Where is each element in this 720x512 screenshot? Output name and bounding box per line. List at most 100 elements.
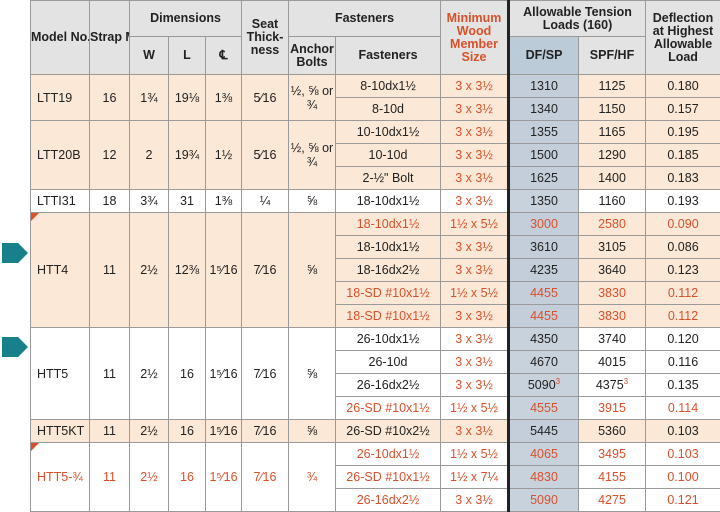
- spfhf-cell: 3105: [579, 236, 646, 259]
- width-cell: 2: [130, 121, 169, 190]
- wood-size-cell: 3 x 3½: [441, 167, 509, 190]
- dfsp-cell: 4670: [509, 351, 579, 374]
- fastener-cell: 18-SD #10x1½: [336, 282, 441, 305]
- spfhf-cell: 2580: [579, 213, 646, 236]
- spfhf-cell: 4275: [579, 489, 646, 512]
- wood-size-cell: 1½ x 5½: [441, 282, 509, 305]
- deflection-cell: 0.112: [646, 305, 720, 328]
- fastener-cell: 18-10dx1½: [336, 213, 441, 236]
- dfsp-cell: 4350: [509, 328, 579, 351]
- header-spfhf: SPF/HF: [579, 37, 646, 75]
- footnote-marker: 3: [556, 377, 560, 386]
- seat-cell: ¼: [242, 190, 289, 213]
- model-cell: HTT5KT: [31, 420, 90, 443]
- dfsp-cell: 3000: [509, 213, 579, 236]
- spfhf-cell: 1400: [579, 167, 646, 190]
- spfhf-cell: 3830: [579, 282, 646, 305]
- centerline-cell: 1⁵⁄16: [206, 420, 242, 443]
- strap-cell: 11: [90, 213, 130, 328]
- wood-size-cell: 3 x 3½: [441, 420, 509, 443]
- dfsp-cell: 3610: [509, 236, 579, 259]
- header-dimensions: Dimensions: [130, 1, 242, 37]
- deflection-cell: 0.103: [646, 420, 720, 443]
- deflection-cell: 0.100: [646, 466, 720, 489]
- header-fasteners: Fasteners: [336, 37, 441, 75]
- spec-table-container: Model No. Strap Mat. (Ga) Dimensions Sea…: [0, 0, 720, 476]
- anchor-cell: ⅝: [289, 190, 336, 213]
- header-seat: Seat Thick-ness: [242, 1, 289, 75]
- deflection-cell: 0.103: [646, 443, 720, 466]
- length-cell: 16: [169, 328, 206, 420]
- model-cell: LTT20B: [31, 121, 90, 190]
- strap-cell: 12: [90, 121, 130, 190]
- wood-size-cell: 3 x 3½: [441, 374, 509, 397]
- deflection-cell: 0.123: [646, 259, 720, 282]
- spfhf-cell: 4155: [579, 466, 646, 489]
- centerline-cell: 1½: [206, 121, 242, 190]
- length-cell: 19⅛: [169, 75, 206, 121]
- width-cell: 2½: [130, 328, 169, 420]
- header-dfsp: DF/SP: [509, 37, 579, 75]
- wood-size-cell: 3 x 3½: [441, 190, 509, 213]
- fastener-cell: 8-10d: [336, 98, 441, 121]
- model-cell: HTT5: [31, 328, 90, 420]
- wood-size-cell: 3 x 3½: [441, 328, 509, 351]
- anchor-cell: ⅝: [289, 213, 336, 328]
- fastener-cell: 26-16dx2½: [336, 374, 441, 397]
- model-cell: HTT4: [31, 213, 90, 328]
- dfsp-cell: 5445: [509, 420, 579, 443]
- anchor-cell: ½, ⅝ or ¾: [289, 75, 336, 121]
- fastener-cell: 26-10d: [336, 351, 441, 374]
- header-l: L: [169, 37, 206, 75]
- length-cell: 12⅜: [169, 213, 206, 328]
- deflection-cell: 0.120: [646, 328, 720, 351]
- dfsp-cell: 1340: [509, 98, 579, 121]
- anchor-cell: ⅝: [289, 328, 336, 420]
- fastener-cell: 26-SD #10x1½: [336, 397, 441, 420]
- wood-size-cell: 1½ x 7¼: [441, 466, 509, 489]
- deflection-cell: 0.195: [646, 121, 720, 144]
- fastener-cell: 2-½" Bolt: [336, 167, 441, 190]
- seat-cell: 5⁄16: [242, 75, 289, 121]
- fastener-cell: 10-10d: [336, 144, 441, 167]
- deflection-cell: 0.157: [646, 98, 720, 121]
- length-cell: 16: [169, 443, 206, 512]
- header-strap: Strap Mat. (Ga): [90, 1, 130, 75]
- footnote-marker: 3: [624, 377, 628, 386]
- fastener-cell: 8-10dx1½: [336, 75, 441, 98]
- width-cell: 1¾: [130, 75, 169, 121]
- anchor-cell: ¾: [289, 443, 336, 512]
- dfsp-cell: 1350: [509, 190, 579, 213]
- wood-size-cell: 3 x 3½: [441, 489, 509, 512]
- wood-size-cell: 3 x 3½: [441, 121, 509, 144]
- fastener-cell: 18-10dx1½: [336, 236, 441, 259]
- seat-cell: 7⁄16: [242, 443, 289, 512]
- centerline-cell: 1⁵⁄16: [206, 443, 242, 512]
- header-anchor: Anchor Bolts: [289, 37, 336, 75]
- dfsp-cell: 4830: [509, 466, 579, 489]
- strap-cell: 11: [90, 420, 130, 443]
- spfhf-cell: 3640: [579, 259, 646, 282]
- fastener-cell: 26-SD #10x2½: [336, 420, 441, 443]
- width-cell: 2½: [130, 213, 169, 328]
- seat-cell: 7⁄16: [242, 328, 289, 420]
- strap-cell: 18: [90, 190, 130, 213]
- dfsp-cell: 1355: [509, 121, 579, 144]
- strap-cell: 11: [90, 443, 130, 512]
- fastener-cell: 10-10dx1½: [336, 121, 441, 144]
- header-allowable: Allowable Tension Loads (160): [509, 1, 646, 37]
- tension-load-table: Model No. Strap Mat. (Ga) Dimensions Sea…: [30, 0, 720, 512]
- seat-cell: 7⁄16: [242, 213, 289, 328]
- dfsp-cell: 1310: [509, 75, 579, 98]
- wood-size-cell: 3 x 3½: [441, 259, 509, 282]
- fastener-cell: 18-16dx2½: [336, 259, 441, 282]
- width-cell: 2½: [130, 443, 169, 512]
- strap-cell: 11: [90, 328, 130, 420]
- seat-cell: 5⁄16: [242, 121, 289, 190]
- spfhf-cell: 1165: [579, 121, 646, 144]
- model-cell: LTT19: [31, 75, 90, 121]
- anchor-cell: ½, ⅝ or ¾: [289, 121, 336, 190]
